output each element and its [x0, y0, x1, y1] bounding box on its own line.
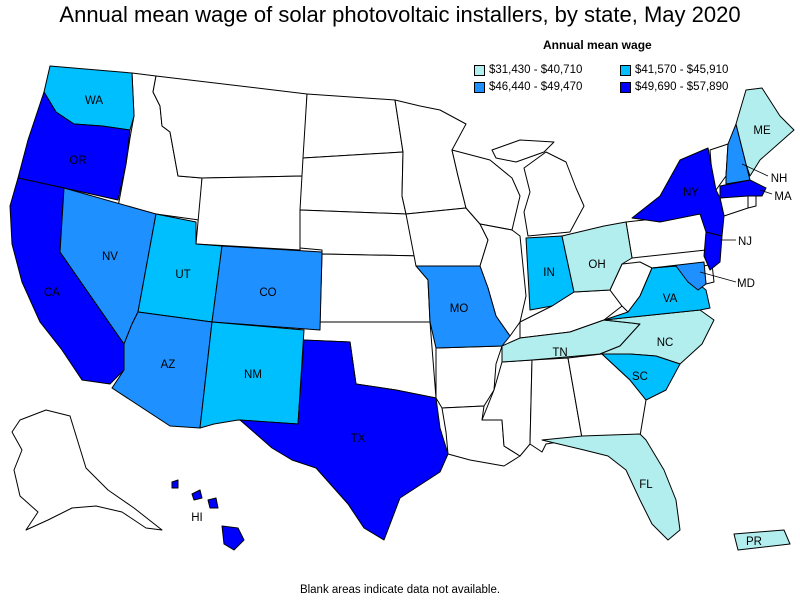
label-oh: OH: [588, 259, 605, 271]
label-or: OR: [69, 155, 86, 167]
legend-swatch-bin-3: [474, 81, 485, 93]
state-pr[interactable]: [733, 529, 791, 551]
legend-item-bin-3: $46,440 - $49,470: [474, 81, 582, 93]
no-data-states: [11, 72, 757, 531]
legend-item-bin-2: $41,570 - $45,910: [620, 64, 728, 76]
label-co: CO: [259, 287, 276, 299]
label-wa: WA: [85, 95, 103, 107]
label-tx: TX: [351, 433, 366, 445]
state-oh[interactable]: [561, 221, 633, 293]
state-nm[interactable]: [199, 321, 305, 429]
label-tn: TN: [552, 347, 567, 359]
label-nm: NM: [244, 369, 262, 381]
label-sc: SC: [632, 371, 648, 383]
footnote: Blank areas indicate data not available.: [299, 584, 501, 596]
label-md: MD: [737, 278, 755, 290]
state-hi[interactable]: [171, 479, 245, 551]
label-ma: MA: [774, 191, 792, 203]
map-title: Annual mean wage of solar photovoltaic i…: [59, 2, 741, 27]
state-labels: WA OR CA NV UT CO AZ NM TX MO IN OH TN N…: [44, 95, 792, 548]
label-in: IN: [543, 267, 555, 279]
label-nc: NC: [657, 337, 674, 349]
label-nh: NH: [771, 173, 788, 185]
label-fl: FL: [639, 479, 653, 491]
state-ne[interactable]: [299, 209, 423, 257]
legend-label-bin-2: $41,570 - $45,910: [635, 64, 729, 76]
state-in[interactable]: [525, 235, 575, 311]
state-ak[interactable]: [11, 409, 163, 531]
legend-swatch-bin-4: [620, 81, 631, 93]
state-ri[interactable]: [747, 195, 757, 209]
callout-md: [699, 271, 737, 283]
state-tx[interactable]: [239, 339, 449, 541]
legend-label-bin-1: $31,430 - $40,710: [489, 64, 583, 76]
state-mo[interactable]: [415, 265, 511, 349]
state-nj[interactable]: [703, 231, 723, 271]
state-sd[interactable]: [299, 151, 407, 215]
callout-ma: [759, 189, 773, 195]
legend-label-bin-3: $46,440 - $49,470: [489, 81, 583, 93]
label-nv: NV: [102, 251, 118, 263]
state-md[interactable]: [651, 261, 707, 291]
legend-swatch-bin-1: [474, 64, 485, 76]
callout-nh: [741, 163, 769, 177]
label-va: VA: [663, 293, 678, 305]
state-me[interactable]: [735, 87, 795, 177]
state-co[interactable]: [211, 245, 323, 331]
state-ny[interactable]: [631, 147, 725, 237]
label-ny: NY: [683, 187, 699, 199]
state-wy[interactable]: [195, 175, 304, 251]
legend-item-bin-4: $49,690 - $57,890: [620, 81, 728, 93]
state-mi[interactable]: [491, 139, 585, 237]
state-fl[interactable]: [541, 433, 681, 541]
label-ca: CA: [44, 287, 60, 299]
legend-swatch-bin-2: [620, 64, 631, 76]
legend-item-bin-1: $31,430 - $40,710: [474, 64, 582, 76]
state-mt[interactable]: [152, 75, 308, 179]
label-me: ME: [753, 125, 771, 137]
label-az: AZ: [161, 359, 176, 371]
state-ks[interactable]: [319, 253, 431, 323]
state-sc[interactable]: [601, 353, 681, 401]
legend-title: Annual mean wage: [543, 38, 652, 52]
label-ut: UT: [175, 269, 190, 281]
callout-lines: [699, 163, 773, 283]
legend-label-bin-4: $49,690 - $57,890: [635, 81, 729, 93]
data-states: [9, 65, 795, 551]
label-hi: HI: [191, 512, 203, 524]
label-nj: NJ: [738, 236, 752, 248]
state-or[interactable]: [17, 91, 131, 201]
state-nd[interactable]: [302, 93, 404, 159]
label-mo: MO: [450, 303, 469, 315]
label-pr: PR: [746, 536, 762, 548]
state-ar[interactable]: [435, 345, 503, 409]
